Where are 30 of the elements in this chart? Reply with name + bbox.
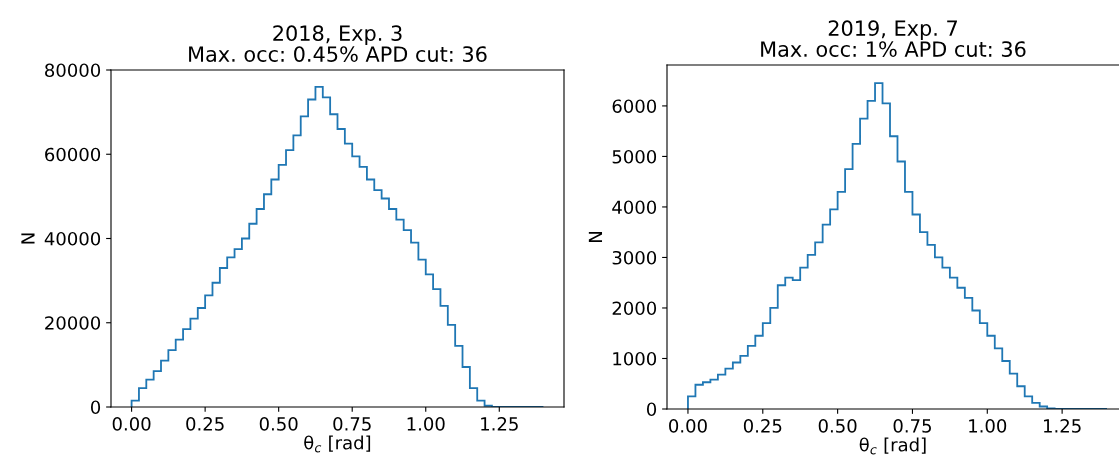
y-tick-label: 60000 — [45, 147, 101, 162]
x-tick-label: 1.25 — [481, 417, 518, 431]
chart-title: 2019, Exp. 7 Max. occ: 1% APD cut: 36 — [761, 20, 1026, 57]
y-tick-label: 20000 — [45, 316, 101, 330]
y-tick-label: 6000 — [612, 99, 657, 114]
y-tick-label: 3000 — [612, 250, 657, 265]
x-tick-label: 1.00 — [407, 417, 445, 431]
x-tick-label: 1.25 — [1044, 419, 1081, 433]
x-tick-label: 0.25 — [186, 417, 224, 431]
x-tick-label: 0.25 — [743, 419, 782, 433]
x-tick-label: 0.75 — [333, 417, 371, 431]
x-tick-label: 0.00 — [669, 419, 707, 433]
y-tick-label: 5000 — [612, 149, 657, 164]
y-axis-title: N — [21, 233, 35, 244]
y-tick-label: 0 — [90, 400, 101, 415]
x-axis-title: θ$_{c}$ [rad] — [859, 437, 926, 455]
x-tick-label: 0.50 — [818, 419, 857, 433]
x-tick-label: 1.00 — [969, 419, 1007, 433]
y-tick-label: 40000 — [44, 231, 101, 246]
x-tick-label: 0.50 — [259, 417, 298, 431]
x-tick-label: 0.00 — [112, 417, 151, 431]
y-tick-label: 1000 — [613, 351, 657, 366]
y-tick-label: 4000 — [612, 200, 657, 215]
y-tick-label: 0 — [646, 402, 657, 417]
x-axis-title: θ$_{c}$ [rad] — [304, 435, 371, 453]
y-axis-title: N — [588, 232, 603, 242]
y-tick-label: 80000 — [45, 63, 101, 78]
y-tick-label: 2000 — [612, 301, 657, 316]
x-tick-label: 0.75 — [893, 419, 931, 433]
chart-title: 2018, Exp. 3 Max. occ: 0.45% APD cut: 36 — [189, 25, 487, 62]
